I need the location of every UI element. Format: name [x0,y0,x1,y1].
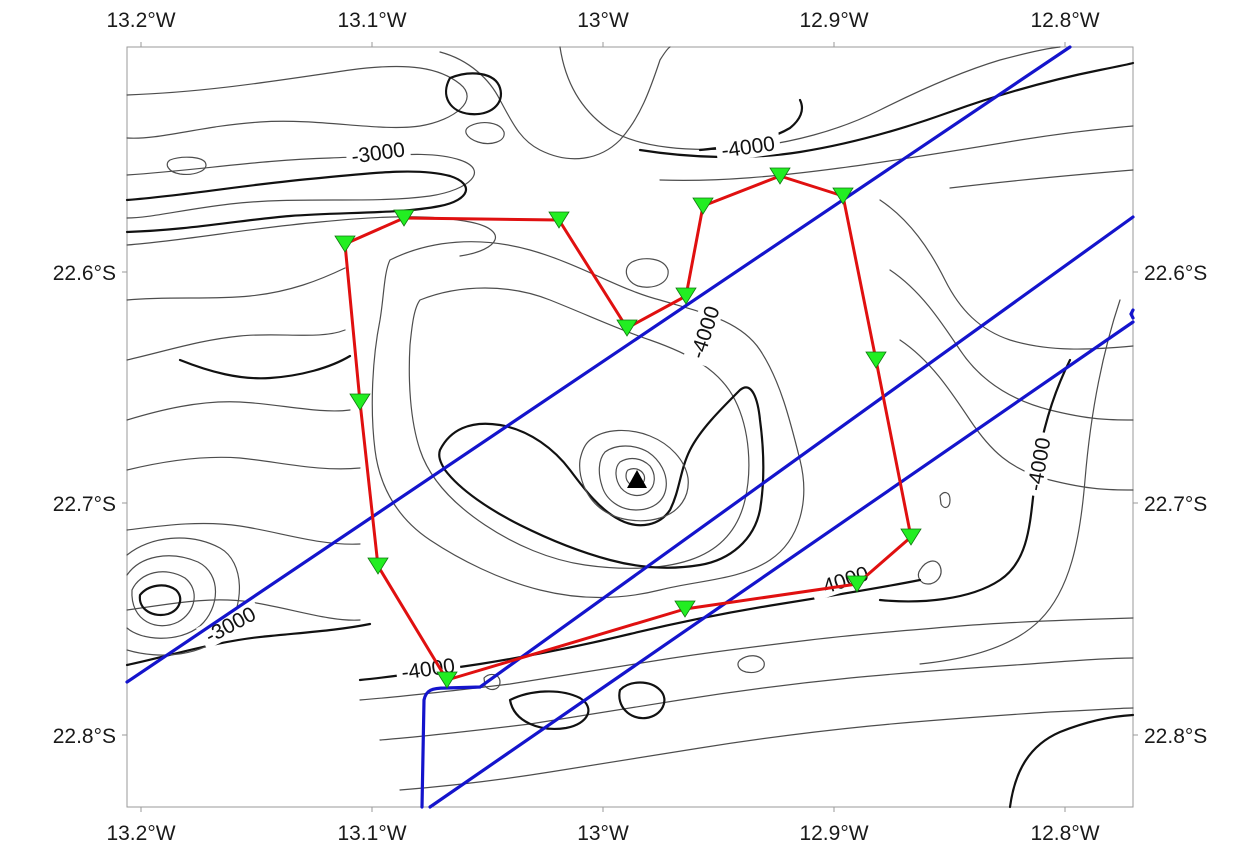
station-marker [393,209,415,227]
contour-line [598,445,667,511]
contour-line [178,354,352,380]
contour-line [138,584,182,617]
station-marker [334,235,356,253]
contour-line [483,673,501,691]
contour-line [615,457,655,497]
y-tick-label-right: 22.8°S [1144,725,1207,748]
station-marker [616,319,638,337]
station-marker [846,575,868,593]
contour-line [126,401,351,421]
station-marker [367,557,389,575]
contour-line [438,386,765,569]
contour-line [166,156,207,175]
station-marker [692,197,714,215]
ship-tracks [125,45,1135,809]
station-marker [900,528,922,546]
station-marker [832,187,854,205]
summit-marker [627,470,647,488]
contour-line [126,522,361,545]
station-marker [436,671,458,689]
contour-line [126,537,241,656]
track-line [1129,308,1135,320]
contour-line [919,299,1121,665]
contour-line [126,456,361,471]
x-tick-label-bottom: 12.8°W [1030,822,1099,845]
x-tick-label-bottom: 13.2°W [106,822,175,845]
contour-line [439,46,671,160]
contour-line [889,269,1134,421]
contour-line [878,358,1072,603]
y-tick-label-left: 22.7°S [53,493,116,516]
y-tick-label-left: 22.6°S [53,262,116,285]
x-tick-label-top: 12.9°W [799,9,868,32]
track-line [420,215,1135,809]
contour-line [126,153,475,219]
contour-line [126,216,497,257]
contour-line [508,690,590,730]
contour-line [879,199,1134,350]
contour-line [371,241,805,599]
contour-line [559,46,1061,151]
x-tick-label-bottom: 13°W [577,822,629,845]
x-tick-label-top: 13°W [577,9,629,32]
contour-line [399,707,1134,791]
map-frame [126,46,1134,808]
y-tick-label-right: 22.6°S [1144,262,1207,285]
contour-line [625,258,669,288]
station-marker [769,167,791,185]
contour-line [131,571,195,627]
contour-line [949,169,1134,189]
station-markers [334,167,922,689]
contour-line [579,429,689,522]
contour-line [618,681,666,720]
x-tick-label-top: 12.8°W [1030,9,1099,32]
x-tick-label-top: 13.2°W [106,9,175,32]
contour-line [444,72,503,116]
x-tick-label-bottom: 12.9°W [799,822,868,845]
contour-line [939,491,951,509]
station-marker [349,393,371,411]
station-marker [674,600,696,618]
contour-line [899,339,1134,491]
track-line [428,320,1135,809]
contour-line [408,287,750,569]
contour-line [379,657,1134,741]
contour-line [125,170,468,234]
contour-line [737,655,765,674]
x-tick-label-top: 13.1°W [337,9,406,32]
track-line [125,45,1072,684]
y-tick-label-left: 22.8°S [53,725,116,748]
station-marker [675,287,697,305]
contour-line [126,65,468,139]
contour-line [126,555,217,639]
station-marker [865,351,887,369]
y-tick-label-right: 22.7°S [1144,493,1207,516]
contour-line [126,267,346,301]
survey-route [343,174,913,682]
contour-line [359,617,1134,701]
contour-line [126,329,346,361]
frame-ticks [122,42,1138,812]
contour-line [1008,713,1135,809]
contour-line [465,122,505,145]
x-tick-label-bottom: 13.1°W [337,822,406,845]
contour-line [659,125,1134,181]
station-marker [548,211,570,229]
